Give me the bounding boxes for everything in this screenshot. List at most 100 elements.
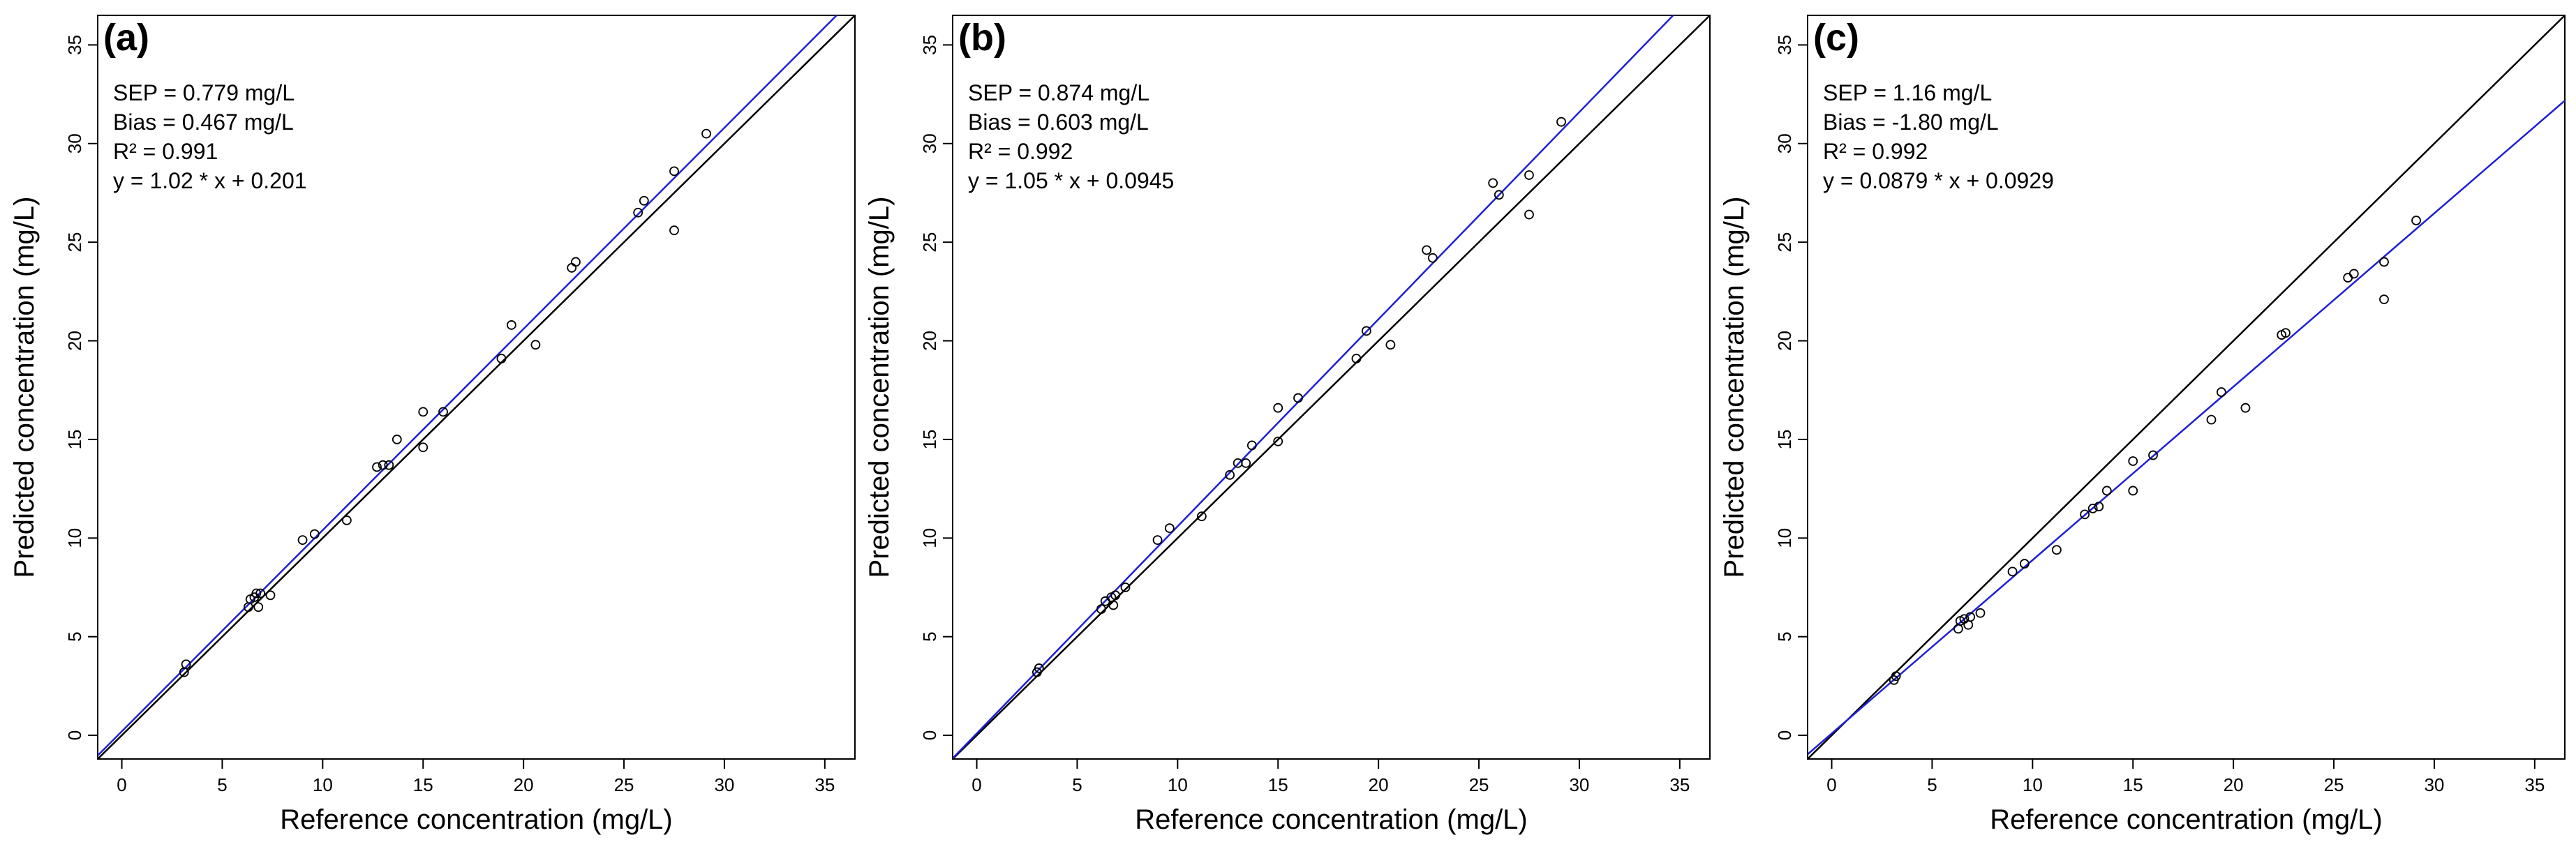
data-point <box>1225 469 1235 480</box>
x-tick-label: 0 <box>117 774 126 795</box>
data-point <box>297 535 308 546</box>
y-tick-label: 25 <box>64 232 85 253</box>
chart-panel-3: 0 5 10 15 20 25 30 35 0 5 10 15 20 25 30 35 Reference co… <box>1719 15 2566 835</box>
data-point <box>530 340 541 350</box>
y-tick-label: 20 <box>1774 331 1795 351</box>
x-tick-label: 30 <box>714 774 734 795</box>
stats-line-3: R² = 0.991 <box>113 139 218 164</box>
data-point <box>2348 269 2359 279</box>
data-point <box>1524 209 1534 220</box>
data-point <box>2216 387 2226 397</box>
panel-label: (c) <box>1813 17 1859 59</box>
plot-lines <box>953 15 1710 759</box>
stats-line-2: Bias = 0.467 mg/L <box>113 110 294 135</box>
data-point <box>1273 436 1283 446</box>
x-tick-label: 10 <box>2023 774 2043 795</box>
data-point <box>392 435 402 444</box>
y-tick-label: 35 <box>64 35 85 55</box>
data-point <box>372 462 382 472</box>
data-point <box>1034 663 1044 673</box>
data-point <box>571 257 581 267</box>
plot-frame <box>952 15 1711 760</box>
data-point <box>669 225 679 236</box>
x-tick-label: 35 <box>1669 774 1690 795</box>
data-point <box>1965 612 1976 622</box>
data-point <box>1351 354 1362 363</box>
x-tick-label: 25 <box>2324 774 2344 795</box>
y-tick-label: 30 <box>919 133 940 153</box>
data-point <box>1891 671 1901 682</box>
data-point <box>2101 486 2112 496</box>
y-tick-label: 5 <box>64 631 85 641</box>
x-tick-label: 25 <box>614 774 634 795</box>
x-axis-title: Reference concentration (mg/L) <box>1135 804 1528 835</box>
chart-panel-2: 0 5 10 15 20 25 30 35 0 5 10 15 20 25 30 35 Reference co… <box>864 15 1711 835</box>
y-tick-label: 10 <box>64 528 85 548</box>
y-tick-label: 10 <box>1774 528 1795 548</box>
data-point <box>1246 440 1257 451</box>
data-point <box>2379 257 2389 267</box>
x-tick-label: 0 <box>1826 774 1836 795</box>
plot-frame <box>97 15 856 760</box>
y-tick-label: 20 <box>64 331 85 351</box>
x-tick-label: 30 <box>2424 774 2444 795</box>
x-tick-label: 0 <box>971 774 981 795</box>
data-point <box>181 659 191 670</box>
data-point <box>639 195 649 206</box>
y-tick-label: 25 <box>1774 232 1795 253</box>
identity-line <box>953 15 1710 759</box>
x-axis-title: Reference concentration (mg/L) <box>280 804 673 835</box>
y-tick-label: 15 <box>919 429 940 449</box>
identity-line <box>1808 15 2565 759</box>
data-point <box>633 207 643 218</box>
stats-line-3: R² = 0.992 <box>1823 139 1928 164</box>
data-point <box>2087 503 2098 513</box>
data-point <box>2128 486 2138 496</box>
data-points <box>1889 216 2421 685</box>
stats-line-2: Bias = 0.603 mg/L <box>968 110 1149 135</box>
data-point <box>1422 245 1432 255</box>
data-points <box>1032 116 1566 677</box>
plot-frame <box>1807 15 2566 760</box>
panel-label: (a) <box>103 17 149 59</box>
data-point <box>1164 523 1175 534</box>
x-tick-label: 20 <box>2224 774 2244 795</box>
data-point <box>309 529 320 539</box>
x-tick-label: 5 <box>1072 774 1082 795</box>
data-point <box>418 407 429 417</box>
data-point <box>496 354 507 363</box>
data-point <box>2128 456 2138 466</box>
data-point <box>378 460 388 470</box>
data-point <box>669 166 679 176</box>
y-tick-label: 35 <box>919 35 940 55</box>
stats-line-4: y = 1.02 * x + 0.201 <box>113 168 307 193</box>
data-point <box>253 602 264 612</box>
data-point <box>2007 566 2018 577</box>
x-tick-label: 25 <box>1469 774 1489 795</box>
data-point <box>341 515 352 525</box>
data-point <box>506 320 516 330</box>
data-points <box>179 128 711 677</box>
data-point <box>1196 511 1207 522</box>
x-tick-label: 5 <box>217 774 227 795</box>
y-tick-label: 30 <box>1774 133 1795 153</box>
data-point <box>567 263 577 273</box>
data-point <box>1488 178 1498 188</box>
data-point <box>2094 502 2104 511</box>
x-tick-label: 5 <box>1927 774 1937 795</box>
stats-line-2: Bias = -1.80 mg/L <box>1823 110 1999 135</box>
data-point <box>2051 545 2062 555</box>
y-axis-title: Predicted concentration (mg/L) <box>1719 197 1750 578</box>
stats-line-1: SEP = 1.16 mg/L <box>1823 80 1992 105</box>
data-point <box>2343 273 2353 283</box>
data-point <box>2206 414 2217 425</box>
stats-line-1: SEP = 0.779 mg/L <box>113 80 295 105</box>
data-point <box>1293 393 1303 403</box>
data-point <box>1975 608 1986 618</box>
data-point <box>265 590 276 601</box>
stats-line-1: SEP = 0.874 mg/L <box>968 80 1149 105</box>
data-point <box>2379 294 2389 305</box>
data-point <box>2240 403 2251 413</box>
data-point <box>1273 403 1283 413</box>
data-point <box>1120 582 1131 592</box>
